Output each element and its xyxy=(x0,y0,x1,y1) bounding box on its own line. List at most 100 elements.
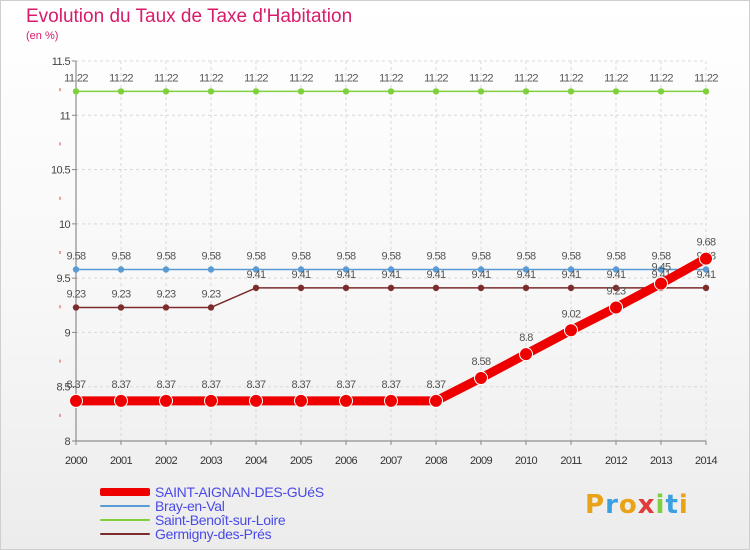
data-label: 8.37 xyxy=(111,379,130,391)
data-label: 9.41 xyxy=(381,269,400,281)
data-point xyxy=(609,300,623,315)
data-label: 11.22 xyxy=(694,72,718,84)
data-point xyxy=(522,284,530,292)
legend-label: Germigny-des-Prés xyxy=(155,526,272,542)
y-tick-label: 9.5 xyxy=(57,273,71,285)
data-label: 9.23 xyxy=(201,288,220,300)
data-point xyxy=(432,88,440,95)
data-point xyxy=(159,393,173,408)
y-tick-label: 8.5 xyxy=(57,382,71,394)
data-label: 9.58 xyxy=(291,250,310,262)
data-point xyxy=(702,266,710,273)
data-label: 9.58 xyxy=(336,250,355,262)
logo-letter: r xyxy=(605,490,619,520)
data-label: 9.41 xyxy=(606,269,625,281)
data-point xyxy=(612,266,620,273)
data-point xyxy=(162,266,170,273)
data-point xyxy=(702,88,710,95)
data-point xyxy=(474,371,488,386)
data-point xyxy=(162,304,170,311)
data-label: 9.58 xyxy=(156,250,175,262)
data-label: 11.22 xyxy=(424,72,448,84)
data-label: 8.37 xyxy=(246,379,265,391)
data-point xyxy=(702,284,710,292)
data-point xyxy=(654,276,668,291)
y-tick-label: 11 xyxy=(60,110,71,122)
data-label: 9.41 xyxy=(561,269,580,281)
data-label: 11.22 xyxy=(64,72,88,84)
data-point xyxy=(432,266,440,273)
data-label: 9.23 xyxy=(156,288,175,300)
data-point xyxy=(342,284,350,292)
y-tick-label: 10 xyxy=(59,219,71,231)
data-point xyxy=(429,393,443,408)
data-label: 9.58 xyxy=(426,250,445,262)
data-point xyxy=(564,323,578,338)
data-point xyxy=(72,304,80,311)
x-tick-label: 2006 xyxy=(335,455,358,467)
data-point xyxy=(387,266,395,273)
logo-letter: t xyxy=(665,490,679,520)
logo-letter: o xyxy=(618,490,638,520)
data-point xyxy=(117,266,125,273)
data-point xyxy=(162,88,170,95)
data-label: 9.41 xyxy=(471,269,490,281)
data-point xyxy=(519,347,533,362)
y-tick-label: 9 xyxy=(64,327,70,339)
data-label: 9.41 xyxy=(246,269,265,281)
data-point xyxy=(699,251,713,266)
legend-label: SAINT-AIGNAN-DES-GUéS xyxy=(155,484,324,500)
data-point xyxy=(477,266,485,273)
data-label: 9.23 xyxy=(66,288,85,300)
data-point xyxy=(252,266,260,273)
data-label: 9.02 xyxy=(561,308,580,320)
data-label: 11.22 xyxy=(514,72,538,84)
data-point xyxy=(387,284,395,292)
data-point xyxy=(432,284,440,292)
data-label: 8.37 xyxy=(381,379,400,391)
data-label: 8.37 xyxy=(291,379,310,391)
y-tick-label: 10.5 xyxy=(51,165,70,177)
x-tick-label: 2009 xyxy=(470,455,493,467)
data-label: 8.37 xyxy=(201,379,220,391)
proxiti-logo: Proxiti xyxy=(585,490,689,520)
x-tick-label: 2011 xyxy=(560,455,582,467)
data-point xyxy=(117,88,125,95)
data-label: 11.22 xyxy=(109,72,133,84)
legend-swatch xyxy=(100,519,150,521)
data-point xyxy=(294,393,308,408)
data-label: 9.23 xyxy=(111,288,130,300)
data-point xyxy=(69,393,83,408)
y-tick-label: 11.5 xyxy=(52,56,71,68)
data-label: 8.8 xyxy=(519,332,533,344)
legend-swatch xyxy=(100,505,150,507)
data-label: 11.22 xyxy=(379,72,403,84)
data-label: 9.45 xyxy=(651,262,670,274)
data-label: 9.41 xyxy=(426,269,445,281)
data-point xyxy=(297,284,305,292)
data-label: 9.41 xyxy=(516,269,535,281)
data-point xyxy=(72,266,80,273)
chart-title: Evolution du Taux de Taxe d'Habitation xyxy=(26,6,353,27)
data-point xyxy=(657,266,665,273)
data-point xyxy=(387,88,395,95)
x-tick-label: 2012 xyxy=(605,455,628,467)
data-point xyxy=(342,88,350,95)
data-label: 9.58 xyxy=(651,250,670,262)
data-point xyxy=(477,284,485,292)
data-label: 9.58 xyxy=(606,250,625,262)
data-point xyxy=(117,304,125,311)
data-label: 9.23 xyxy=(606,285,625,297)
data-label: 9.68 xyxy=(696,237,715,249)
data-label: 11.22 xyxy=(244,72,268,84)
legend-label: Saint-Benoît-sur-Loire xyxy=(155,512,286,528)
data-point xyxy=(339,393,353,408)
data-point xyxy=(657,88,665,95)
logo-letter: P xyxy=(585,490,606,520)
x-tick-label: 2013 xyxy=(650,455,673,467)
data-point xyxy=(612,88,620,95)
data-label: 9.58 xyxy=(561,250,580,262)
data-label: 11.22 xyxy=(649,72,673,84)
data-point xyxy=(384,393,398,408)
